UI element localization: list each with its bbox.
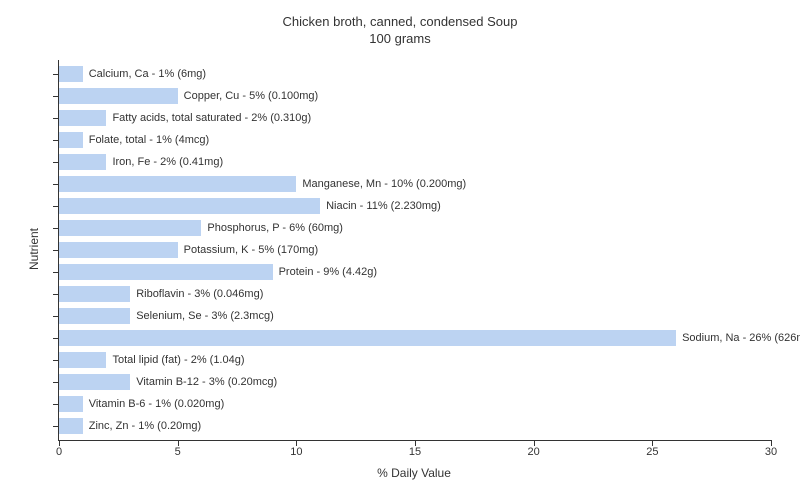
bar <box>59 220 201 236</box>
y-tick <box>53 294 59 295</box>
chart-title: Chicken broth, canned, condensed Soup 10… <box>0 14 800 48</box>
y-tick <box>53 338 59 339</box>
bar <box>59 88 178 104</box>
bar-label: Protein - 9% (4.42g) <box>273 264 377 280</box>
x-tick-label: 5 <box>175 446 181 458</box>
bar-label: Sodium, Na - 26% (626mg) <box>676 330 800 346</box>
y-tick <box>53 96 59 97</box>
bar-label: Total lipid (fat) - 2% (1.04g) <box>106 352 244 368</box>
bar-label: Niacin - 11% (2.230mg) <box>320 198 441 214</box>
y-tick <box>53 228 59 229</box>
bar-label: Potassium, K - 5% (170mg) <box>178 242 319 258</box>
bar-label: Folate, total - 1% (4mcg) <box>83 132 209 148</box>
y-tick <box>53 382 59 383</box>
bar <box>59 418 83 434</box>
y-tick <box>53 162 59 163</box>
x-tick-label: 0 <box>56 446 62 458</box>
bar <box>59 308 130 324</box>
y-tick <box>53 360 59 361</box>
bar-label: Selenium, Se - 3% (2.3mcg) <box>130 308 274 324</box>
bar-label: Copper, Cu - 5% (0.100mg) <box>178 88 319 104</box>
bar <box>59 66 83 82</box>
bar <box>59 132 83 148</box>
x-tick-label: 25 <box>646 446 658 458</box>
bar <box>59 374 130 390</box>
y-tick <box>53 206 59 207</box>
y-tick <box>53 140 59 141</box>
bar <box>59 176 296 192</box>
x-tick-label: 20 <box>528 446 540 458</box>
plot-area: Calcium, Ca - 1% (6mg) Copper, Cu - 5% (0… <box>58 60 771 441</box>
bar <box>59 154 106 170</box>
bar <box>59 198 320 214</box>
bar-label: Iron, Fe - 2% (0.41mg) <box>106 154 223 170</box>
bar-label: Zinc, Zn - 1% (0.20mg) <box>83 418 201 434</box>
bar <box>59 242 178 258</box>
chart-title-line1: Chicken broth, canned, condensed Soup <box>283 14 518 29</box>
x-tick-label: 30 <box>765 446 777 458</box>
bar <box>59 396 83 412</box>
bar <box>59 330 676 346</box>
y-axis-label: Nutrient <box>27 228 41 270</box>
y-tick <box>53 316 59 317</box>
y-tick <box>53 250 59 251</box>
bar-label: Vitamin B-6 - 1% (0.020mg) <box>83 396 225 412</box>
bar-label: Manganese, Mn - 10% (0.200mg) <box>296 176 466 192</box>
chart-title-line2: 100 grams <box>369 31 430 46</box>
y-tick <box>53 272 59 273</box>
bar-label: Calcium, Ca - 1% (6mg) <box>83 66 206 82</box>
bar <box>59 264 273 280</box>
y-tick <box>53 74 59 75</box>
y-tick <box>53 426 59 427</box>
x-axis-label: % Daily Value <box>377 466 451 480</box>
x-tick-label: 15 <box>409 446 421 458</box>
x-tick-label: 10 <box>290 446 302 458</box>
bar-label: Phosphorus, P - 6% (60mg) <box>201 220 343 236</box>
y-tick <box>53 184 59 185</box>
bar-label: Vitamin B-12 - 3% (0.20mcg) <box>130 374 277 390</box>
bar-label: Riboflavin - 3% (0.046mg) <box>130 286 263 302</box>
bar <box>59 110 106 126</box>
bar <box>59 352 106 368</box>
bar-label: Fatty acids, total saturated - 2% (0.310… <box>106 110 311 126</box>
nutrient-chart: Chicken broth, canned, condensed Soup 10… <box>0 0 800 500</box>
y-tick <box>53 118 59 119</box>
y-tick <box>53 404 59 405</box>
bar <box>59 286 130 302</box>
